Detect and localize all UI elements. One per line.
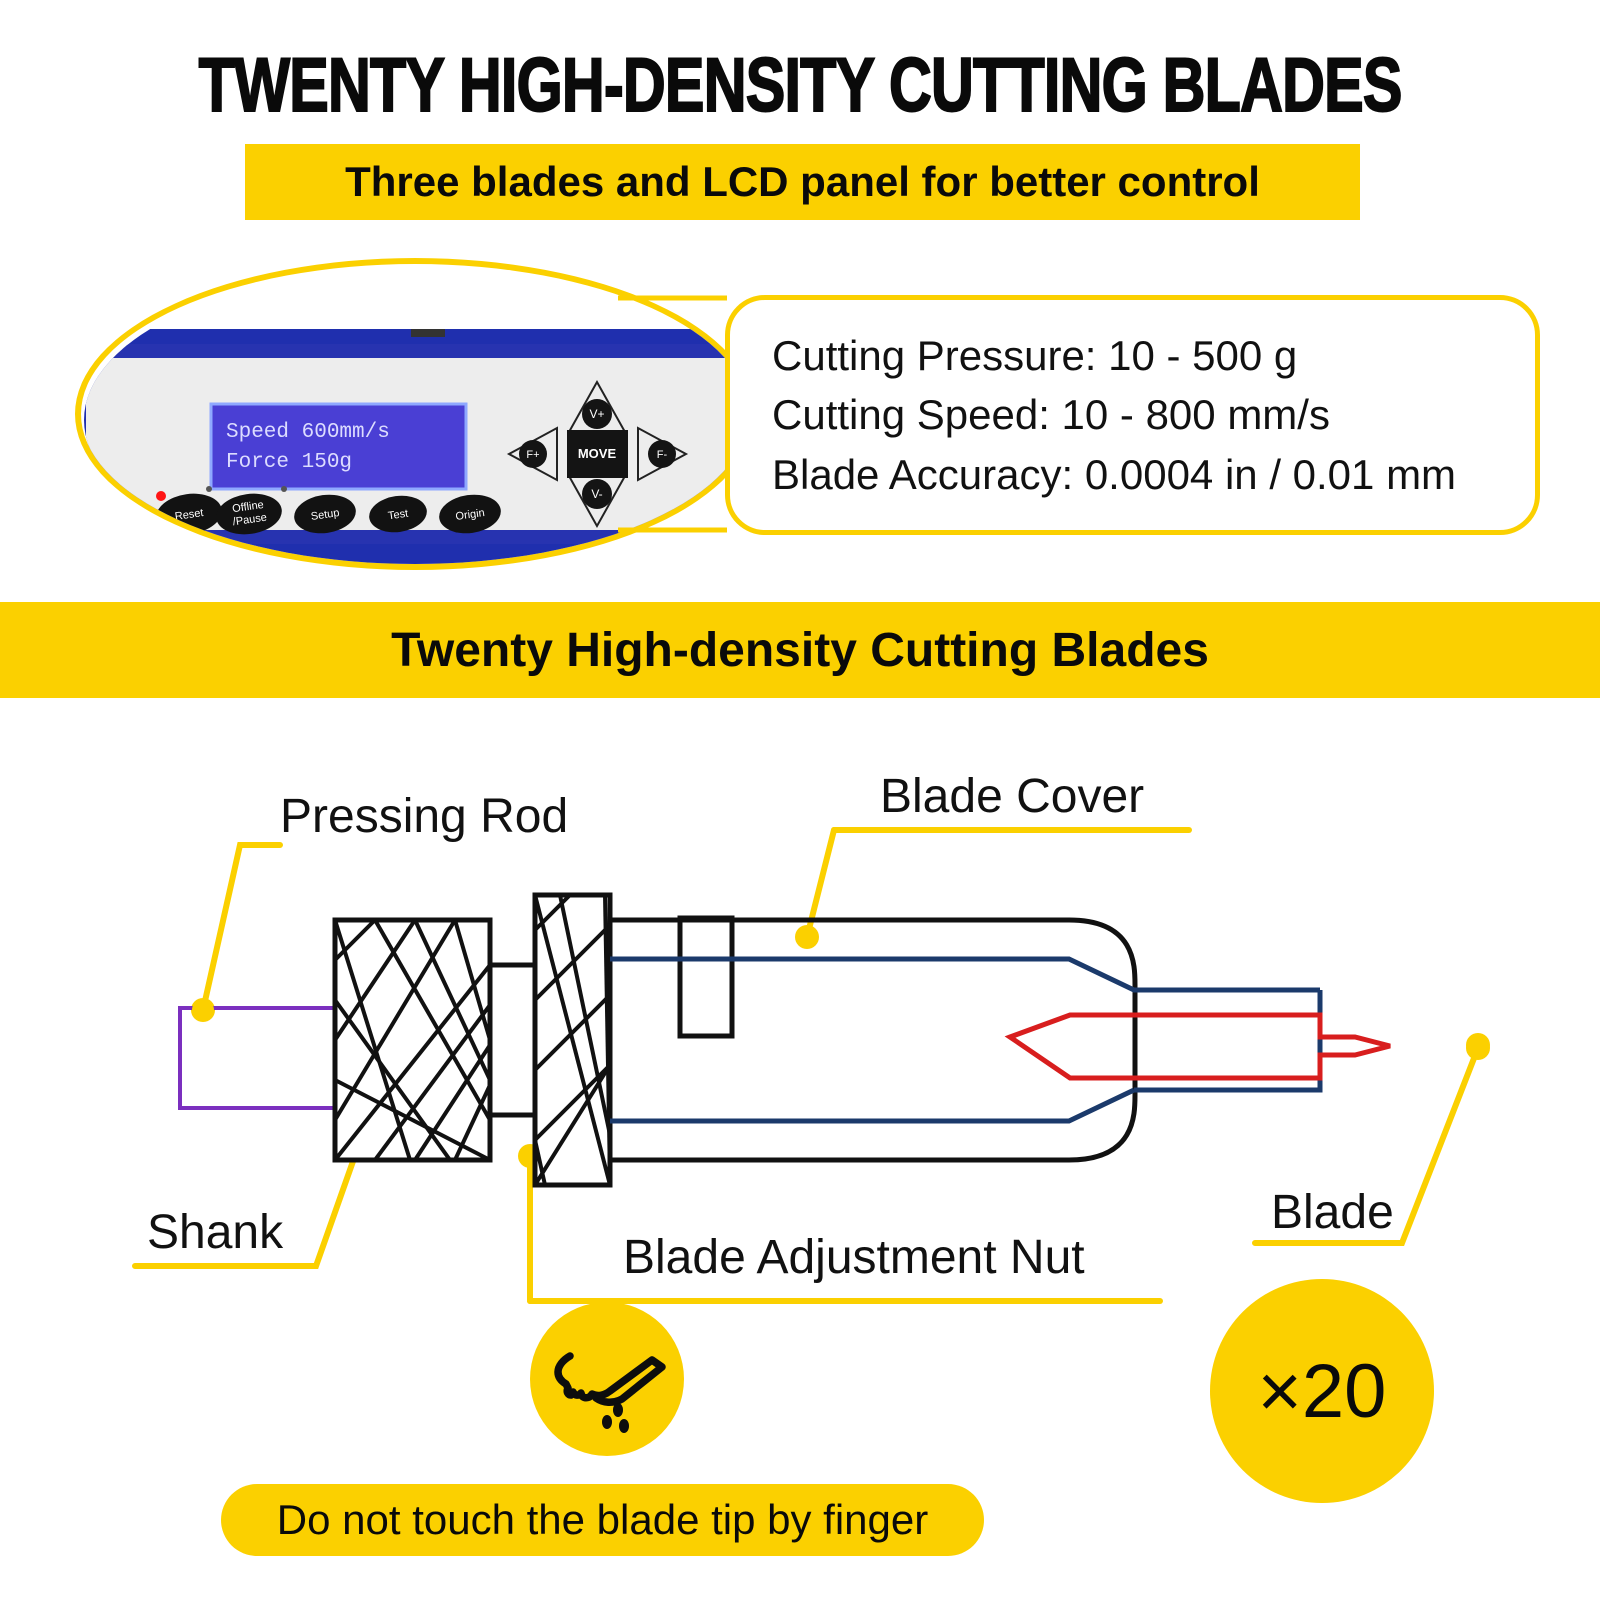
svg-text:Shank: Shank — [147, 1206, 284, 1259]
svg-text:Blade Adjustment Nut: Blade Adjustment Nut — [623, 1231, 1085, 1284]
svg-text:Blade: Blade — [1271, 1186, 1394, 1239]
svg-text:Blade Cover: Blade Cover — [880, 770, 1144, 823]
svg-text:Pressing Rod: Pressing Rod — [280, 790, 568, 843]
